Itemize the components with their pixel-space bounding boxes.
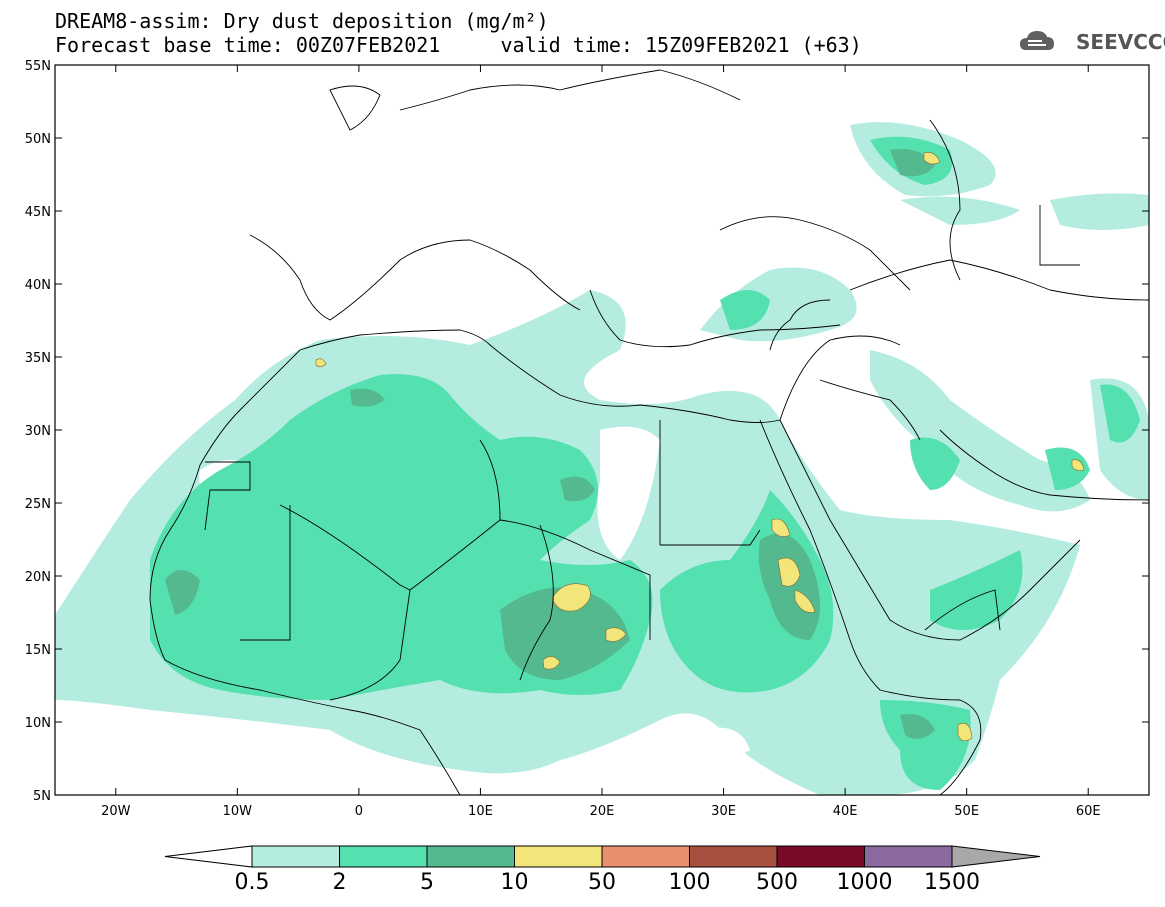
cloud-logo-icon (1020, 31, 1054, 50)
colorbar-swatch (601, 845, 690, 868)
lat-label: 55N (25, 59, 51, 74)
lon-label: 60E (1076, 804, 1101, 819)
logo-text: SEEVCCC (1076, 30, 1165, 54)
colorbar-label: 500 (756, 870, 798, 895)
colorbar-swatch (689, 845, 778, 868)
colorbar-label: 2 (333, 870, 347, 895)
level-10-50-field (315, 152, 1085, 742)
colorbar-label: 1500 (924, 870, 980, 895)
colorbar-label: 0.5 (235, 870, 270, 895)
lat-label: 10N (25, 716, 51, 731)
lon-label: 40E (833, 804, 858, 819)
longitude-axis: 20W 10W 0 10E 20E 30E 40E 50E 60E (101, 65, 1101, 819)
lon-label: 10W (223, 804, 253, 819)
lat-label: 20N (25, 570, 51, 585)
colorbar-swatch (339, 845, 428, 868)
colorbar-label: 5 (420, 870, 434, 895)
colorbar-swatch (251, 845, 340, 868)
coastlines-borders (149, 69, 1149, 795)
colorbar-label: 100 (669, 870, 711, 895)
colorbar-low-arrow (164, 845, 253, 868)
latitude-axis: 55N 50N 45N 40N 35N 30N 25N 20N 15N 10N 5N (25, 59, 1149, 804)
lon-label: 10E (468, 804, 493, 819)
lat-label: 30N (25, 424, 51, 439)
lon-label: 20E (590, 804, 615, 819)
level-5-10-field (165, 149, 935, 739)
colorbar-high-arrow (951, 845, 1041, 868)
lat-label: 50N (25, 132, 51, 147)
lat-label: 25N (25, 497, 51, 512)
lon-label: 0 (355, 804, 363, 819)
colorbar-swatch (426, 845, 515, 868)
lat-label: 5N (33, 789, 51, 804)
colorbar-swatch (776, 845, 865, 868)
lat-label: 40N (25, 278, 51, 293)
colorbar: 0.5 2 5 10 50 100 500 1000 1500 (164, 845, 1041, 895)
forecast-time-line: Forecast base time: 00Z07FEB2021 valid t… (55, 33, 862, 57)
lon-label: 50E (954, 804, 979, 819)
colorbar-swatch (514, 845, 603, 868)
lat-label: 35N (25, 351, 51, 366)
lat-label: 45N (25, 205, 51, 220)
lon-label: 30E (711, 804, 736, 819)
lat-label: 15N (25, 643, 51, 658)
deposition-fields (55, 122, 1149, 795)
colorbar-label: 50 (588, 870, 616, 895)
colorbar-label: 1000 (837, 870, 893, 895)
lon-label: 20W (101, 804, 131, 819)
colorbar-label: 10 (501, 870, 529, 895)
map-title: DREAM8-assim: Dry dust deposition (mg/m²… (55, 9, 549, 33)
colorbar-swatch (864, 845, 953, 868)
